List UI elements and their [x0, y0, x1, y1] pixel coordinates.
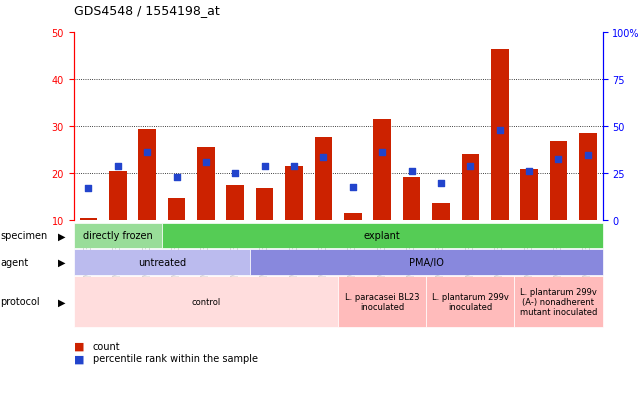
Text: GDS4548 / 1554198_at: GDS4548 / 1554198_at [74, 4, 219, 17]
Point [171, 174, 181, 181]
Bar [579, 134, 597, 221]
Bar [79, 218, 97, 221]
Bar [315, 138, 332, 221]
Point [201, 159, 211, 166]
Point [465, 164, 476, 170]
Text: ■: ■ [74, 354, 84, 363]
Bar [403, 178, 420, 221]
Text: control: control [191, 297, 221, 306]
Text: untreated: untreated [138, 257, 186, 267]
Point [436, 180, 446, 187]
Point [583, 152, 593, 159]
Point [347, 184, 358, 190]
Text: ▶: ▶ [58, 297, 66, 307]
Text: percentile rank within the sample: percentile rank within the sample [93, 354, 258, 363]
Point [553, 157, 563, 163]
Point [83, 185, 94, 191]
Bar [256, 188, 274, 221]
Bar [197, 148, 215, 221]
Text: ▶: ▶ [58, 257, 66, 267]
Text: L. plantarum 299v
inoculated: L. plantarum 299v inoculated [432, 292, 509, 311]
Text: directly frozen: directly frozen [83, 231, 153, 241]
Text: ▶: ▶ [58, 231, 66, 241]
Bar [109, 172, 127, 221]
Text: agent: agent [0, 257, 28, 267]
Bar [520, 169, 538, 221]
Point [524, 169, 534, 175]
Bar [373, 120, 391, 221]
Bar [226, 186, 244, 221]
Text: L. plantarum 299v
(A-) nonadherent
mutant inoculated: L. plantarum 299v (A-) nonadherent mutan… [520, 287, 597, 316]
Point [319, 154, 329, 161]
Text: L. paracasei BL23
inoculated: L. paracasei BL23 inoculated [345, 292, 419, 311]
Bar [344, 214, 362, 221]
Text: explant: explant [364, 231, 401, 241]
Point [113, 164, 123, 170]
Point [142, 150, 153, 156]
Point [289, 164, 299, 170]
Text: specimen: specimen [0, 231, 47, 241]
Text: protocol: protocol [0, 297, 40, 307]
Text: PMA/IO: PMA/IO [409, 257, 444, 267]
Point [230, 171, 240, 177]
Point [495, 128, 505, 134]
Bar [462, 154, 479, 221]
Point [406, 169, 417, 175]
Bar [491, 50, 508, 221]
Bar [168, 198, 185, 221]
Bar [138, 129, 156, 221]
Bar [432, 203, 450, 221]
Point [377, 150, 387, 156]
Text: ■: ■ [74, 341, 84, 351]
Text: count: count [93, 341, 121, 351]
Bar [285, 167, 303, 221]
Point [260, 164, 270, 170]
Bar [549, 142, 567, 221]
